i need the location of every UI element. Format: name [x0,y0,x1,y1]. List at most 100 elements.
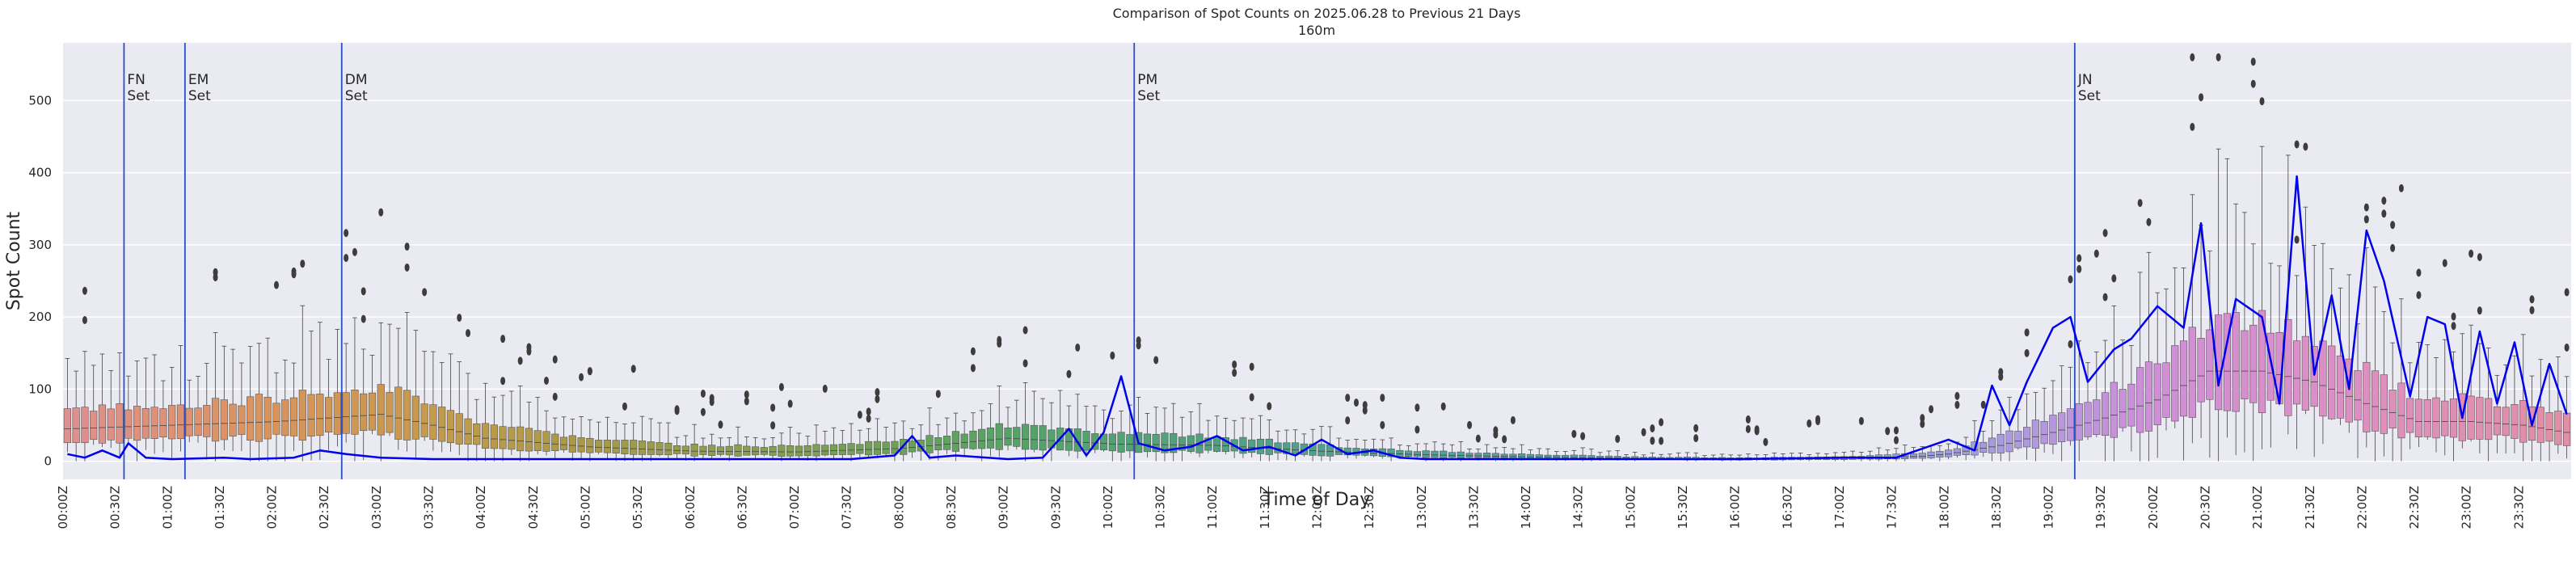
box-body [647,441,655,455]
box-55 [542,376,550,456]
box-28 [307,331,315,461]
outlier-point [778,382,784,391]
outlier-point [2250,57,2256,66]
outlier-point [1954,400,1960,409]
box-110 [1021,326,1030,462]
outlier-point [2146,217,2152,226]
box-body [934,437,942,451]
outlier-point [718,420,723,429]
box-body [586,437,594,453]
outlier-point [2250,79,2256,88]
outlier-point [1998,368,2004,377]
box-43 [438,362,446,453]
outlier-point [1440,402,1446,411]
outlier-point [82,315,87,324]
box-164 [1491,426,1499,462]
box-57 [559,416,568,453]
box-body [185,407,193,436]
box-body [1387,449,1395,457]
box-62 [603,416,612,458]
outlier-point [1345,394,1351,403]
box-body [1073,428,1081,452]
outlier-point [770,403,776,412]
outlier-point [378,208,384,217]
box-body [690,443,698,457]
outlier-point [1641,428,1646,436]
x-tick-label: 10:30Z [1153,486,1168,529]
outlier-point [2398,183,2404,192]
box-body [995,423,1003,450]
box-83 [786,399,795,460]
x-tick-label: 08:30Z [944,486,959,529]
box-body [1909,453,1918,459]
outlier-point [526,347,532,356]
box-0 [63,357,71,453]
event-label-2: DM [345,72,368,88]
outlier-point [2111,274,2117,283]
box-body [1170,432,1178,453]
box-284 [2536,359,2544,462]
x-tick-label: 22:00Z [2355,486,2369,529]
outlier-point [674,405,680,414]
box-73 [699,390,707,461]
outlier-point [700,390,706,398]
x-tick-label: 17:00Z [1832,486,1847,529]
box-9 [141,357,150,450]
plot-area-background [63,43,2571,479]
box-body [63,408,71,444]
box-13 [176,345,185,452]
outlier-point [1066,369,1072,378]
box-body [2493,406,2502,436]
box-body [2005,430,2013,453]
x-tick-label: 06:30Z [735,486,749,529]
box-41 [420,288,428,441]
box-body [403,390,411,441]
box-body [176,404,185,440]
box-235 [2110,274,2118,462]
x-tick-label: 04:30Z [526,486,541,529]
x-tick-label: 20:00Z [2146,486,2161,529]
box-body [264,397,272,440]
outlier-point [2363,215,2369,224]
y-tick-label: 300 [28,238,52,252]
outlier-point [300,259,306,268]
box-body [1161,432,1169,453]
chart-subtitle: 160m [1298,23,1335,38]
outlier-point [500,377,506,386]
outlier-point [352,247,357,256]
box-104 [969,347,977,450]
box-11 [159,380,167,453]
outlier-point [857,411,862,420]
box-body [559,436,568,450]
outlier-point [1858,416,1864,425]
y-axis-label: Spot Count [4,211,24,310]
y-tick-label: 100 [28,382,52,396]
box-65 [630,365,638,462]
x-tick-label: 10:00Z [1101,486,1115,529]
box-body [2232,312,2240,412]
box-102 [951,412,959,462]
box-body [1178,436,1187,451]
box-40 [411,330,419,460]
box-body [769,445,777,456]
x-tick-label: 17:30Z [1885,486,1899,529]
box-262 [2345,274,2353,433]
box-body [2188,327,2196,418]
box-246 [2206,251,2214,458]
outlier-point [1267,402,1272,411]
box-82 [778,382,786,462]
outlier-point [1110,351,1115,360]
outlier-point [1414,425,1420,434]
outlier-point [1659,418,1664,427]
box-body [925,435,934,453]
box-body [2363,361,2371,432]
box-body [2336,355,2345,419]
box-body [2301,335,2309,411]
box-body [2345,358,2353,423]
box-58 [568,418,576,461]
outlier-point [1380,420,1385,429]
event-sublabel-2: Set [345,88,368,104]
box-body [847,443,855,455]
box-body [2467,395,2475,440]
box-body [203,405,211,437]
